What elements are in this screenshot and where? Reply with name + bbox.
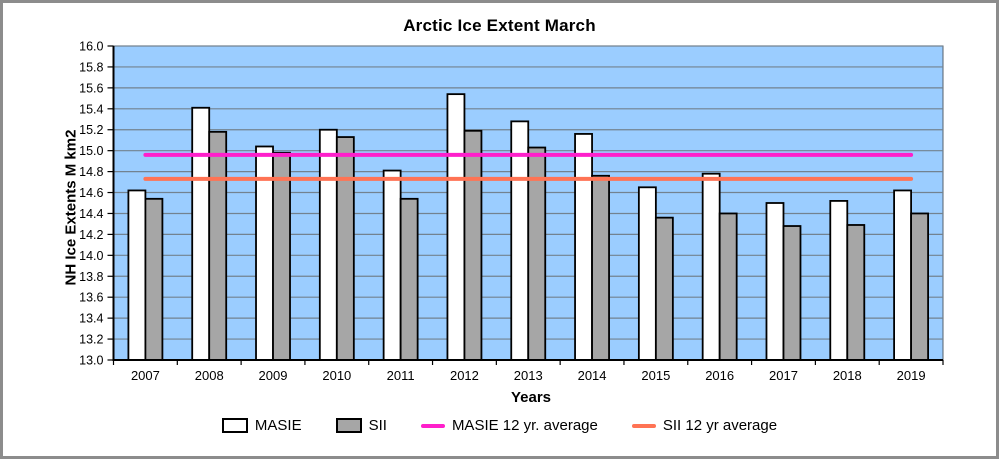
bar-sii-2019	[910, 212, 929, 361]
sii-bar-swatch-icon	[335, 418, 362, 433]
bar-sii-2012	[463, 129, 483, 361]
legend-item-sii: SII	[335, 417, 387, 434]
y-tick-label: 15.0	[79, 144, 103, 158]
legend: MASIE SII MASIE 12 yr. average SII 12 yr…	[3, 417, 996, 434]
masie-average-line-swatch-icon	[420, 423, 445, 428]
y-tick-label: 15.2	[79, 123, 103, 137]
legend-label-sii-average: SII 12 yr average	[662, 417, 778, 434]
bar-masie-2014	[574, 133, 593, 361]
y-tick-label: 15.6	[79, 81, 103, 95]
x-tick-label: 2014	[578, 368, 607, 383]
bar-sii-2009	[272, 151, 291, 361]
bar-masie-2012	[446, 93, 466, 361]
y-tick-label: 13.6	[79, 291, 103, 305]
bar-masie-2015	[637, 186, 657, 361]
y-tick-label: 15.8	[79, 60, 103, 74]
x-tick-label: 2012	[450, 368, 479, 383]
y-tick-label: 13.4	[79, 312, 103, 326]
legend-item-masie: MASIE	[221, 417, 302, 434]
legend-label-sii: SII	[368, 417, 387, 434]
x-tick-label: 2008	[195, 368, 224, 383]
y-tick-label: 14.4	[79, 207, 103, 221]
x-tick-label: 2011	[387, 368, 415, 383]
y-tick-label: 13.0	[79, 354, 103, 368]
x-tick-label: 2019	[897, 368, 926, 383]
chart-title: Arctic Ice Extent March	[403, 16, 596, 35]
x-tick-label: 2018	[833, 368, 862, 383]
legend-item-sii-average: SII 12 yr average	[631, 417, 778, 434]
legend-label-masie: MASIE	[254, 417, 302, 434]
sii-average-line-swatch-icon	[631, 423, 656, 428]
x-tick-label: 2016	[705, 368, 734, 383]
bar-masie-2008	[191, 106, 211, 361]
x-tick-label: 2010	[322, 368, 351, 383]
y-tick-label: 15.4	[79, 102, 103, 116]
masie-bar-swatch-icon	[221, 418, 248, 433]
legend-item-masie-average: MASIE 12 yr. average	[420, 417, 598, 434]
bar-masie-2011	[382, 169, 402, 361]
bar-masie-2007	[127, 189, 147, 361]
x-tick-label: 2009	[259, 368, 288, 383]
x-tick-label: 2017	[769, 368, 798, 383]
bar-masie-2010	[318, 128, 338, 361]
y-tick-label: 14.0	[79, 249, 103, 263]
bar-sii-2016	[718, 212, 738, 361]
x-tick-label: 2007	[131, 368, 160, 383]
bar-sii-2011	[399, 197, 419, 361]
bar-sii-2008	[208, 130, 228, 361]
bar-sii-2017	[782, 225, 802, 361]
bar-sii-2018	[846, 224, 866, 361]
x-tick-label: 2015	[641, 368, 670, 383]
bar-sii-2014	[591, 174, 610, 361]
x-tick-label: 2013	[514, 368, 543, 383]
y-tick-label: 13.8	[79, 270, 103, 284]
y-tick-label: 13.2	[79, 333, 103, 347]
bar-masie-2017	[765, 202, 785, 361]
bar-sii-2010	[335, 136, 355, 361]
y-tick-label: 14.8	[79, 165, 103, 179]
legend-label-masie-average: MASIE 12 yr. average	[451, 417, 598, 434]
bar-sii-2007	[144, 197, 164, 361]
plot-canvas: 13.0 13.2 13.4 13.6 13.8 14.0 14.2 14.4 14.6 14.8…	[79, 40, 944, 383]
bar-masie-2016	[701, 172, 721, 361]
x-axis-label: Years	[510, 389, 552, 406]
bar-masie-2018	[829, 200, 849, 361]
y-tick-label: 14.6	[79, 186, 103, 200]
y-tick-label: 14.2	[79, 228, 103, 242]
bar-masie-2019	[893, 189, 912, 361]
bar-sii-2015	[654, 216, 674, 361]
y-tick-label: 16.0	[79, 40, 103, 54]
bar-masie-2013	[510, 120, 530, 361]
